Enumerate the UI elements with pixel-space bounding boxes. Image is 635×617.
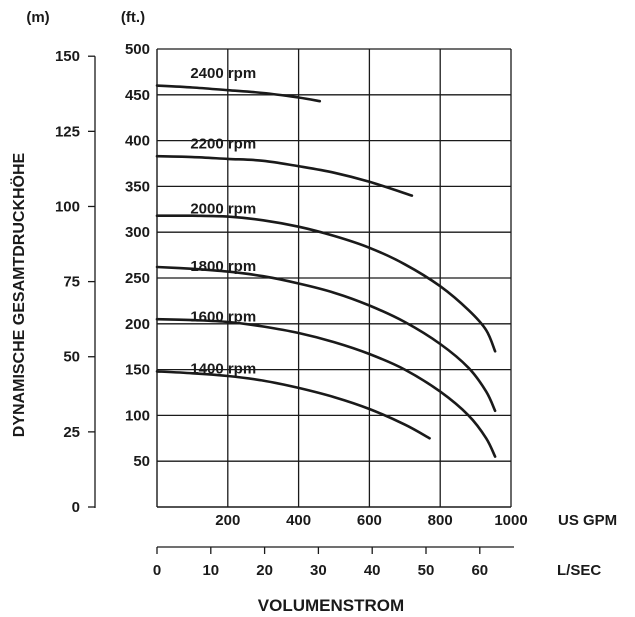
x-tick-label-gpm: 800: [428, 512, 453, 529]
x-tick-label-gpm: 400: [286, 512, 311, 529]
y-tick-label-m: 0: [72, 499, 80, 516]
curve-label: 2200 rpm: [190, 135, 256, 152]
curve-label: 2400 rpm: [190, 65, 256, 82]
y-tick-label-m: 125: [55, 123, 80, 140]
y-tick-label-ft: 250: [125, 270, 150, 287]
x-tick-label-lsec: 20: [256, 562, 273, 579]
x-tick-label-lsec: 60: [471, 562, 488, 579]
x-unit-lsec: L/SEC: [557, 562, 601, 579]
y-tick-label-m: 25: [63, 424, 80, 441]
x-tick-label-lsec: 50: [418, 562, 435, 579]
y-tick-label-ft: 500: [125, 41, 150, 58]
y-axis-title: DYNAMISCHE GESAMTDRUCKHÖHE: [9, 152, 28, 437]
y-tick-label-ft: 50: [133, 453, 150, 470]
y-tick-label-ft: 300: [125, 224, 150, 241]
curve-1600-rpm: [155, 317, 497, 458]
x-tick-label-gpm: 1000: [494, 512, 527, 529]
y-tick-label-ft: 350: [125, 178, 150, 195]
y-tick-label-m: 150: [55, 48, 80, 65]
y-tick-label-ft: 100: [125, 407, 150, 424]
axes: 5010015020025030035040045050002550751001…: [55, 41, 528, 579]
y-tick-label-m: 75: [63, 274, 80, 291]
x-unit-gpm: US GPM: [558, 512, 617, 529]
y-unit-meters: (m): [26, 9, 49, 26]
grid: [157, 48, 512, 507]
x-tick-label-lsec: 30: [310, 562, 327, 579]
y-tick-label-ft: 200: [125, 316, 150, 333]
x-tick-label-gpm: 600: [357, 512, 382, 529]
curve-2000-rpm: [155, 214, 497, 353]
x-tick-label-lsec: 10: [202, 562, 219, 579]
curve-label: 2000 rpm: [190, 200, 256, 217]
y-unit-feet: (ft.): [121, 9, 145, 26]
curve-1800-rpm: [155, 265, 497, 413]
rpm-curves: 2400 rpm 2200 rpm 2000 rpm 1800 rpm 1600 rpm…: [155, 65, 497, 458]
x-tick-label-gpm: 200: [215, 512, 240, 529]
y-tick-label-ft: 400: [125, 133, 150, 150]
y-tick-label-m: 100: [55, 198, 80, 215]
x-tick-label-lsec: 0: [153, 562, 161, 579]
y-tick-label-ft: 450: [125, 87, 150, 104]
curve-2200-rpm: [155, 154, 414, 197]
y-tick-label-m: 50: [63, 349, 80, 366]
x-axis-title: VOLUMENSTROM: [258, 596, 404, 615]
curve-2400-rpm: [155, 84, 322, 103]
curve-label: 1800 rpm: [190, 258, 256, 275]
x-tick-label-lsec: 40: [364, 562, 381, 579]
curve-label: 1400 rpm: [190, 361, 256, 378]
curve-1400-rpm: [155, 370, 431, 440]
curve-label: 1600 rpm: [190, 308, 256, 325]
y-tick-label-ft: 150: [125, 362, 150, 379]
